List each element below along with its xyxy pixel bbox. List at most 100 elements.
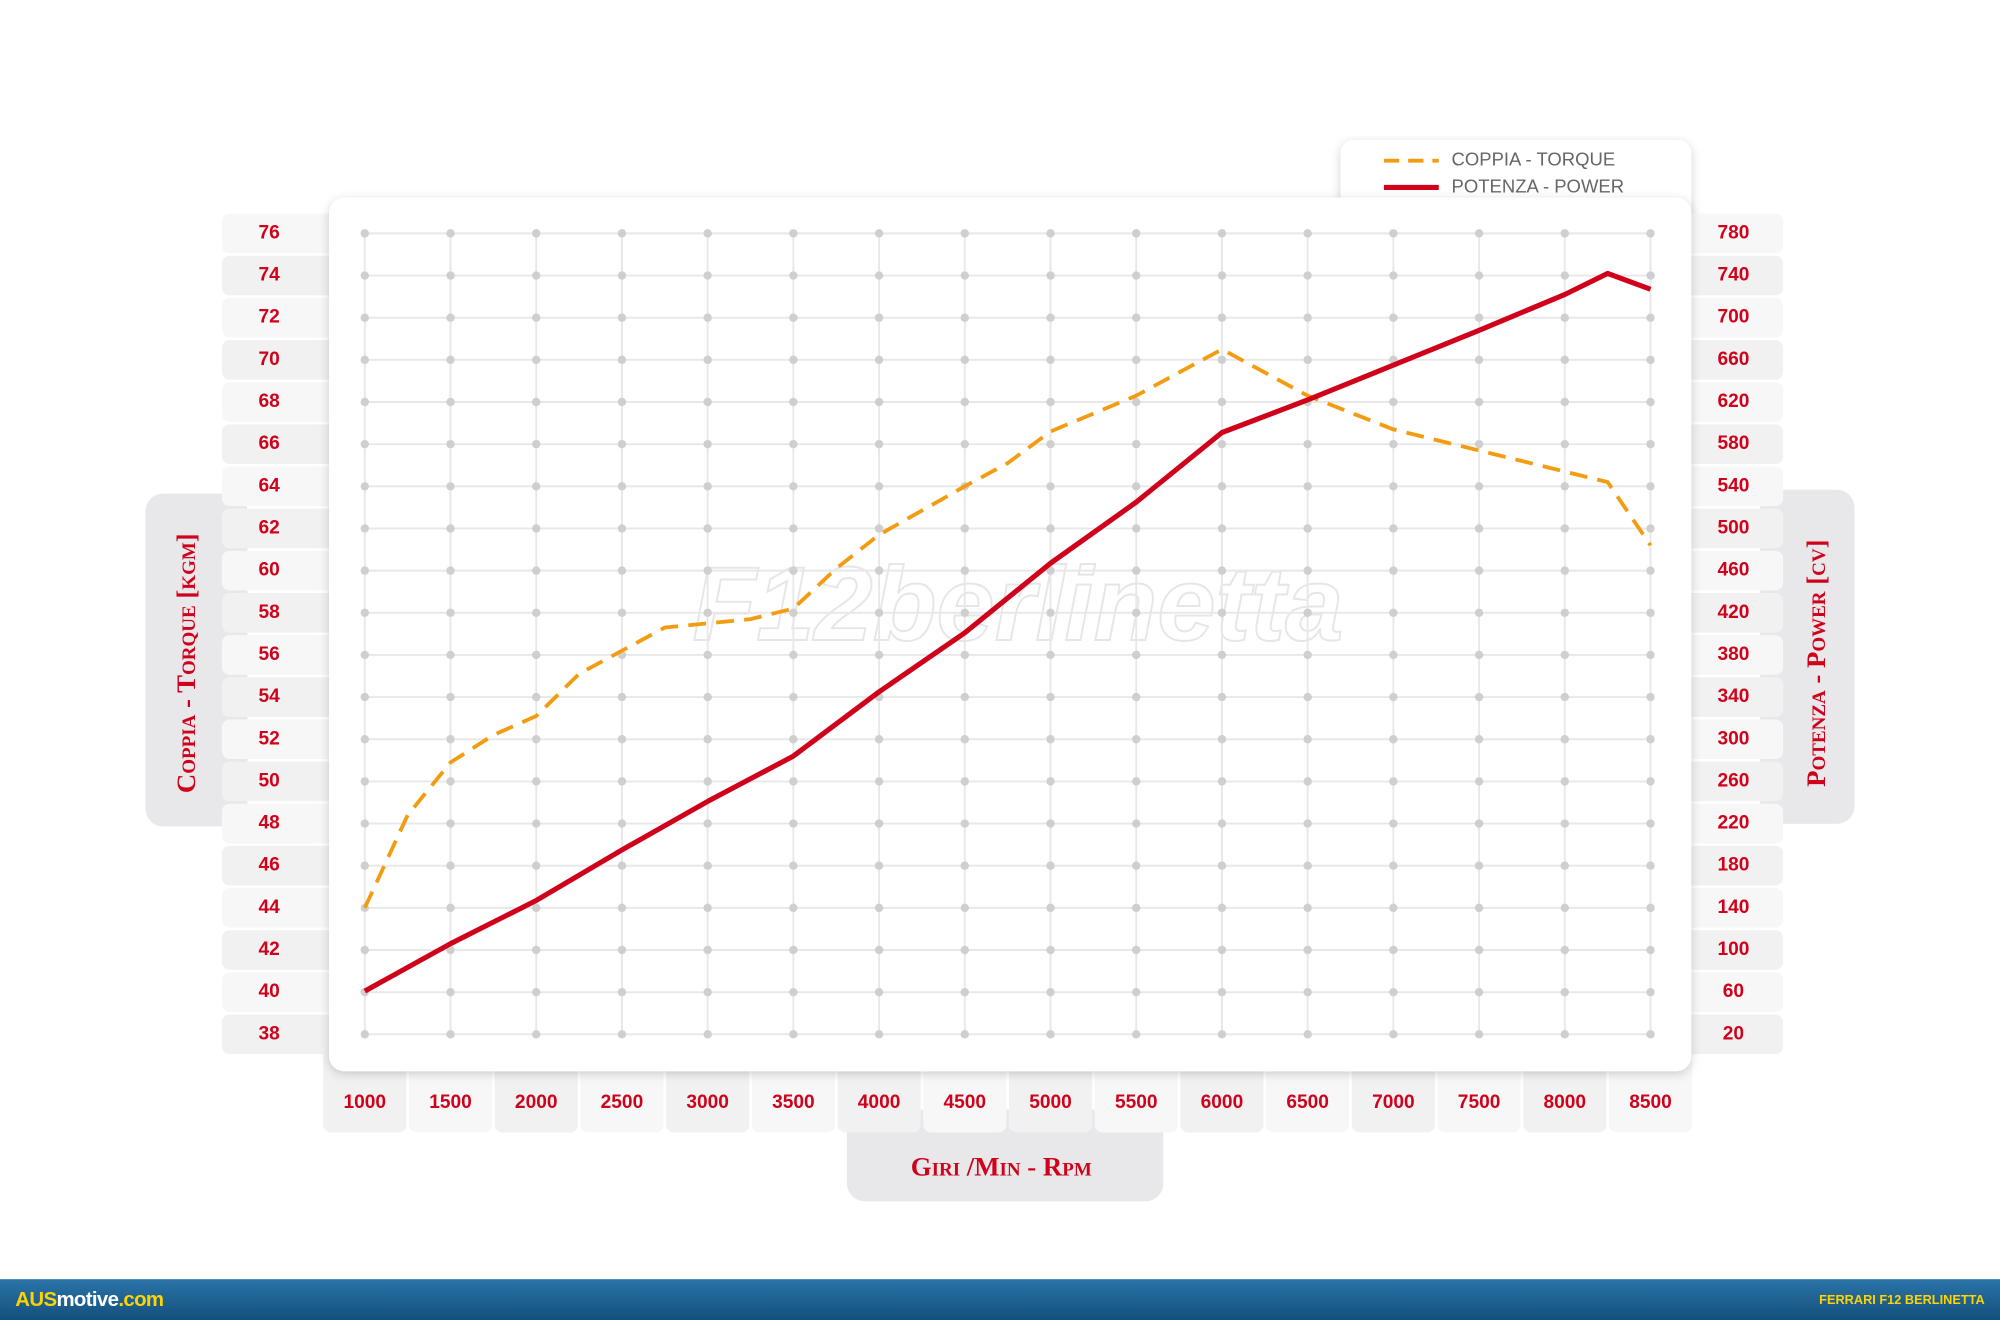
grid-dot: [617, 566, 627, 575]
grid-dot: [1303, 355, 1312, 365]
tick-tab: [1670, 803, 1784, 844]
grid-dot: [1046, 355, 1055, 365]
grid-dot: [1646, 439, 1655, 449]
y-tick-label: 38: [258, 1023, 280, 1044]
grid-dot: [360, 482, 370, 491]
grid-dot: [1646, 861, 1655, 870]
tick-tab: [1670, 466, 1784, 507]
grid-dot: [960, 1030, 970, 1039]
tick-tab: [1670, 508, 1784, 549]
grid-dot: [1560, 313, 1570, 322]
grid-dot: [1560, 735, 1570, 744]
grid-dot: [874, 987, 884, 997]
grid-dot: [1046, 313, 1055, 322]
grid-dot: [532, 945, 541, 955]
grid-dot: [532, 439, 541, 449]
grid-dot: [789, 819, 798, 828]
grid-dot: [1132, 566, 1141, 575]
grid-dot: [532, 482, 541, 491]
grid-dot: [1474, 987, 1484, 997]
grid-dot: [1046, 945, 1055, 955]
y-tick-label: 60: [258, 560, 279, 581]
y-tick-label: 74: [258, 265, 280, 286]
grid-dot: [1217, 735, 1227, 744]
tick-tab: [221, 340, 350, 380]
grid-dot: [446, 819, 455, 828]
grid-dot: [1646, 945, 1655, 955]
tick-tab: [221, 424, 350, 464]
grid-dot: [1217, 566, 1227, 575]
grid-dot: [360, 313, 370, 322]
grid-dot: [617, 735, 627, 744]
grid-dot: [1303, 903, 1312, 913]
grid-dot: [617, 229, 627, 238]
tick-tab: [221, 803, 350, 844]
grid-dot: [1560, 397, 1570, 407]
grid-dot: [1646, 819, 1655, 828]
grid-dot: [532, 524, 541, 533]
grid-dot: [446, 566, 455, 575]
grid-dot: [1046, 987, 1055, 997]
x-tick-label: 1500: [429, 1092, 472, 1113]
grid-dot: [1560, 229, 1570, 238]
grid-dot: [1646, 313, 1655, 322]
grid-dot: [1646, 987, 1655, 997]
tick-tab: [221, 255, 350, 296]
grid-dot: [1303, 1030, 1312, 1039]
grid-dot: [789, 229, 798, 238]
tick-tab: [1670, 972, 1784, 1012]
grid-dot: [1132, 945, 1141, 955]
grid-dot: [360, 566, 370, 575]
tick-tab: [221, 930, 350, 970]
tick-tab: [221, 592, 350, 633]
grid-dot: [1303, 608, 1312, 617]
footer-bar: [0, 1279, 2000, 1320]
grid-dot: [532, 861, 541, 870]
grid-dot: [446, 271, 455, 280]
grid-dot: [874, 482, 884, 491]
grid-dot: [1474, 397, 1484, 407]
grid-dot: [617, 271, 627, 280]
grid-dot: [360, 650, 370, 660]
grid-dot: [874, 439, 884, 449]
tick-tab: [1670, 297, 1784, 338]
grid-dot: [1389, 439, 1398, 449]
grid-dot: [789, 439, 798, 449]
grid-dot: [1560, 777, 1570, 786]
grid-dot: [703, 735, 712, 744]
grid-dot: [1389, 566, 1398, 575]
grid-dot: [1217, 439, 1227, 449]
grid-dot: [532, 650, 541, 660]
grid-dot: [617, 819, 627, 828]
grid-dot: [703, 903, 712, 913]
grid-dot: [1646, 777, 1655, 786]
grid-dot: [703, 692, 712, 702]
grid-dot: [1303, 229, 1312, 238]
grid-dot: [960, 819, 970, 828]
grid-dot: [446, 482, 455, 491]
grid-dot: [1560, 608, 1570, 617]
grid-dot: [1132, 903, 1141, 913]
grid-dot: [1132, 692, 1141, 702]
grid-dot: [1646, 608, 1655, 617]
y2-tick-label: 700: [1717, 307, 1749, 328]
y2-tick-label: 620: [1717, 391, 1749, 412]
grid-dot: [446, 229, 455, 238]
grid-dot: [1046, 439, 1055, 449]
tick-tab: [221, 508, 350, 549]
grid-dot: [1303, 439, 1312, 449]
grid-dot: [874, 1030, 884, 1039]
y2-tick-label: 220: [1717, 813, 1749, 834]
grid-dot: [789, 482, 798, 491]
grid-dot: [703, 945, 712, 955]
grid-dot: [789, 566, 798, 575]
tick-tab: [221, 677, 350, 717]
grid-dot: [1046, 903, 1055, 913]
grid-dot: [1646, 397, 1655, 407]
grid-dot: [1132, 735, 1141, 744]
grid-dot: [617, 439, 627, 449]
grid-dot: [1474, 566, 1484, 575]
grid-dot: [789, 524, 798, 533]
grid-dot: [1389, 482, 1398, 491]
grid-dot: [1560, 439, 1570, 449]
